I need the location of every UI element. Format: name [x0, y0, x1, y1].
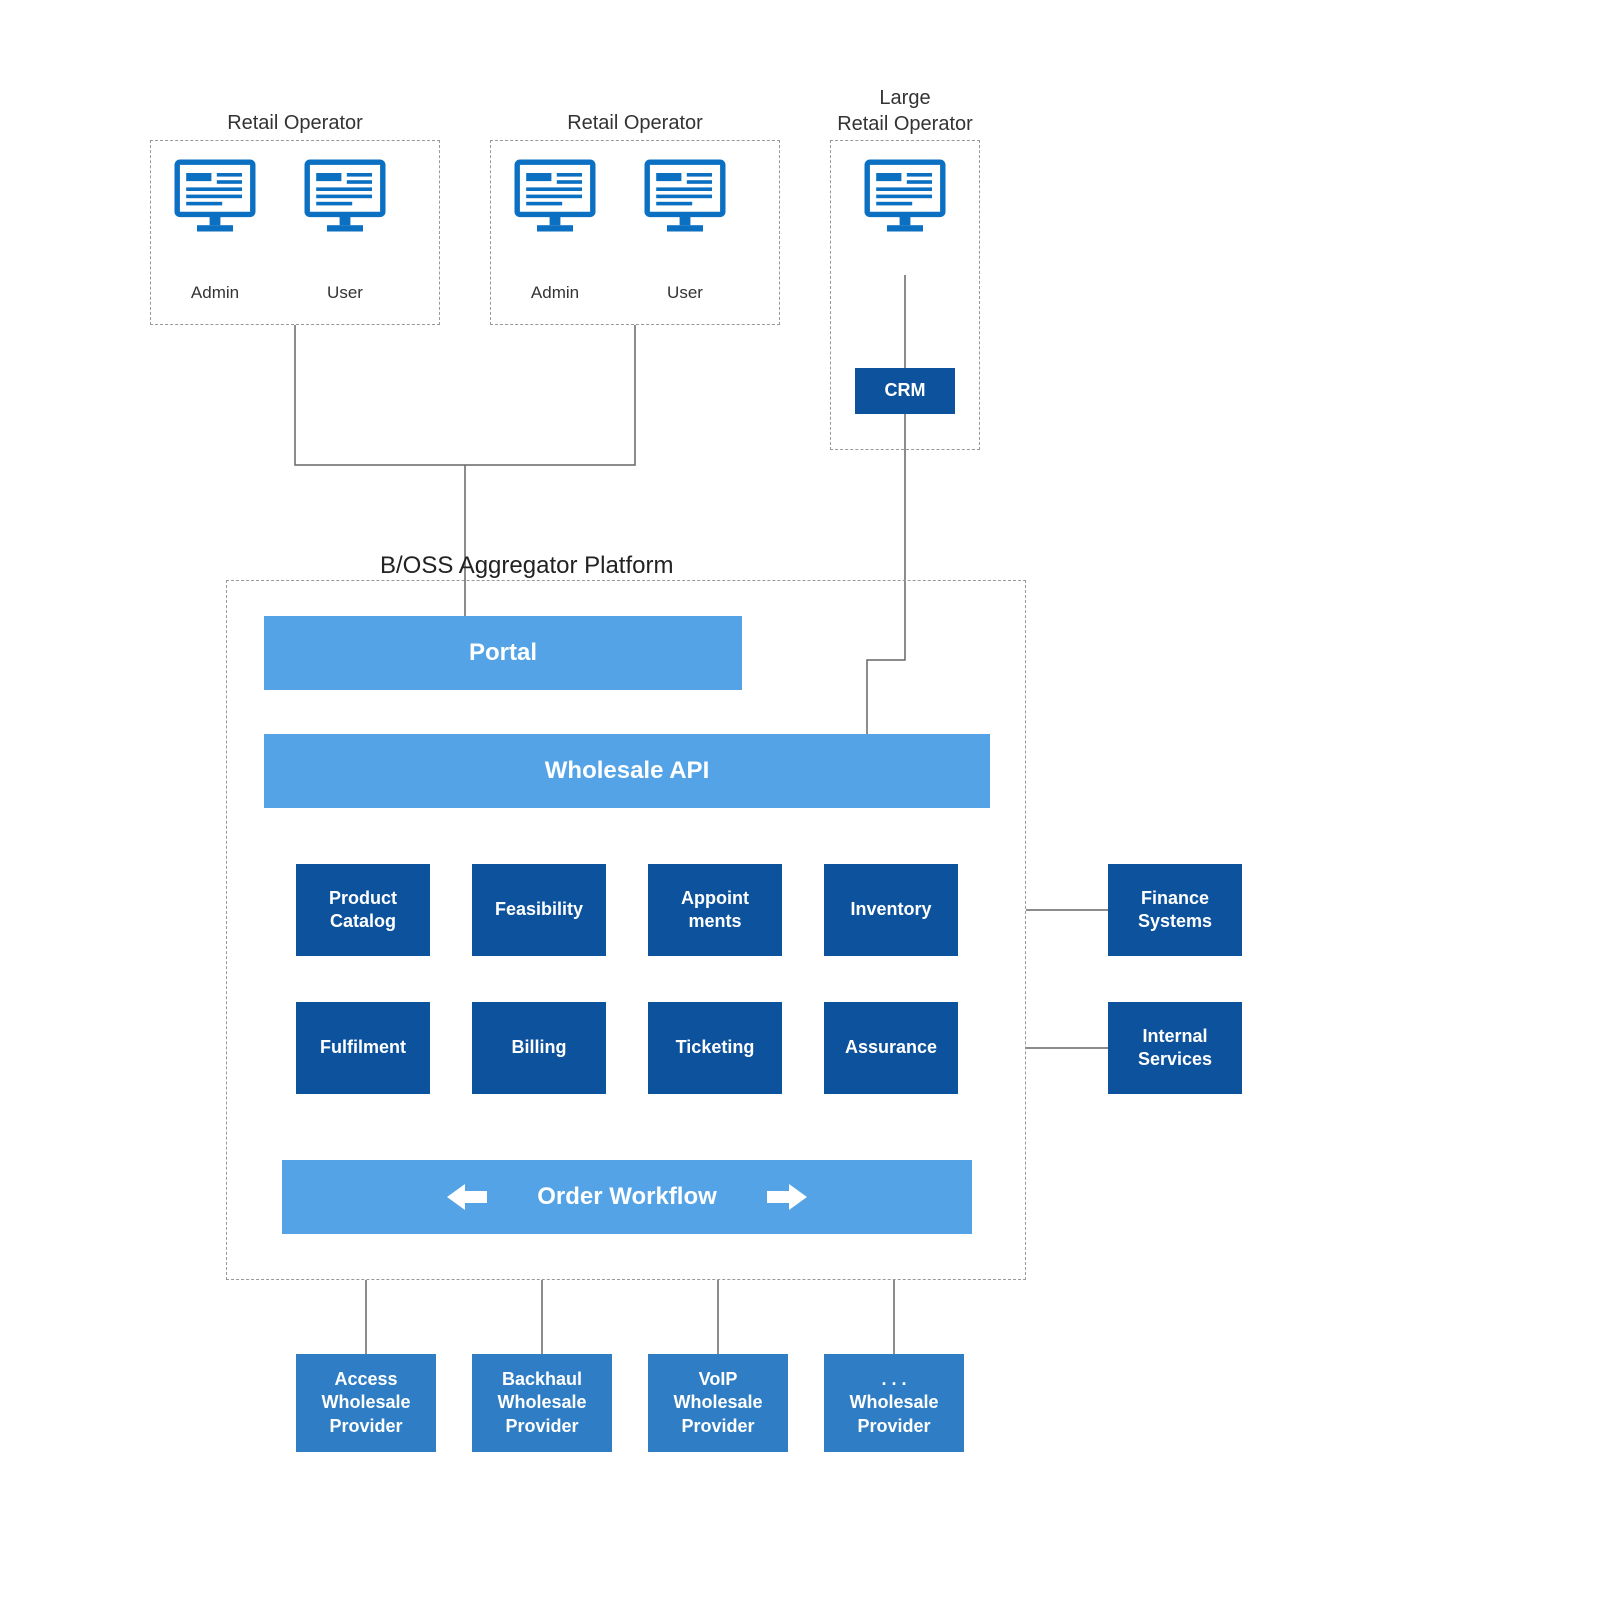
monitor-icon — [860, 155, 950, 245]
module-box: Appoint ments — [648, 864, 782, 956]
terminal-label: Admin — [170, 283, 260, 303]
module-box: Feasibility — [472, 864, 606, 956]
external-box: Internal Services — [1108, 1002, 1242, 1094]
diagram-canvas: Retail Operator Retail Operator Large Re… — [0, 0, 1600, 1600]
large-title-line1: Large — [879, 87, 930, 109]
terminal-label: Admin — [510, 283, 600, 303]
crm-box: CRM — [855, 368, 955, 414]
module-box: Inventory — [824, 864, 958, 956]
wholesale-api-box: Wholesale API — [264, 734, 990, 808]
external-box: Finance Systems — [1108, 864, 1242, 956]
order-workflow-box: Order Workflow — [282, 1160, 972, 1234]
portal-box: Portal — [264, 616, 742, 690]
large-title-line2: Retail Operator — [837, 113, 973, 135]
monitor-icon — [170, 155, 260, 245]
provider-box: VoIP Wholesale Provider — [648, 1354, 788, 1452]
monitor-icon — [300, 155, 390, 245]
order-workflow-label: Order Workflow — [537, 1183, 717, 1211]
platform-title: B/OSS Aggregator Platform — [380, 552, 673, 580]
retail1-title: Retail Operator — [150, 112, 440, 135]
module-box: Assurance — [824, 1002, 958, 1094]
module-box: Ticketing — [648, 1002, 782, 1094]
provider-box: Access Wholesale Provider — [296, 1354, 436, 1452]
monitor-icon — [510, 155, 600, 245]
module-box: Billing — [472, 1002, 606, 1094]
monitor-icon — [640, 155, 730, 245]
provider-box: . . . Wholesale Provider — [824, 1354, 964, 1452]
arrow-right-icon — [767, 1182, 807, 1212]
module-box: Fulfilment — [296, 1002, 430, 1094]
terminal-label: User — [300, 283, 390, 303]
arrow-left-icon — [447, 1182, 487, 1212]
retail2-title: Retail Operator — [490, 112, 780, 135]
provider-box: Backhaul Wholesale Provider — [472, 1354, 612, 1452]
terminal-label: User — [640, 283, 730, 303]
module-box: Product Catalog — [296, 864, 430, 956]
large-title: Large Retail Operator — [830, 85, 980, 137]
